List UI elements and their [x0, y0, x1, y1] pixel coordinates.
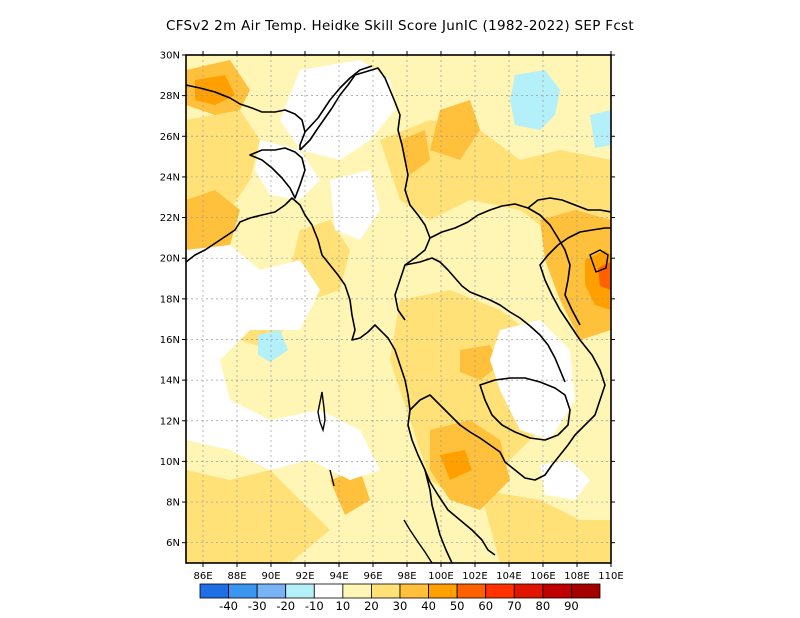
colorbar-label: -40	[219, 599, 238, 613]
border-cambodia	[479, 377, 571, 441]
lat-lon-grid	[186, 55, 611, 563]
nicobar-islands	[329, 469, 335, 487]
coastline-vietnam	[539, 227, 611, 466]
skill-score-field	[186, 55, 611, 563]
colorbar-label: 50	[450, 599, 465, 613]
coastline-thailand-gulf	[409, 394, 553, 481]
colorbar-label: -30	[248, 599, 267, 613]
border-thailand-laos	[404, 257, 566, 383]
border-bangladesh	[249, 147, 306, 199]
colorbar-swatch	[513, 583, 544, 599]
y-tick-label: 20N	[160, 254, 180, 265]
border-india-china-northeast	[304, 65, 373, 133]
y-tick-label: 28N	[160, 91, 180, 102]
y-tick-label: 18N	[160, 294, 180, 305]
colorbar-label: 20	[364, 599, 379, 613]
islands	[317, 249, 609, 563]
colorbar-swatch	[456, 583, 487, 599]
colorbar-label: 60	[478, 599, 493, 613]
x-tick-label: 104E	[496, 571, 521, 582]
colorbar-swatch	[256, 583, 287, 599]
x-tick-label: 102E	[462, 571, 487, 582]
colorbar-swatch	[428, 583, 458, 599]
colorbar-swatch	[399, 583, 429, 599]
andaman-islands	[317, 391, 326, 433]
x-tick-label: 86E	[193, 571, 212, 582]
y-tick-label: 8N	[166, 498, 180, 509]
y-tick-label: 14N	[160, 376, 180, 387]
x-tick-label: 98E	[397, 571, 416, 582]
coastlines-and-borders	[186, 65, 611, 563]
colorbar-label: -10	[305, 599, 324, 613]
colorbar-label: 90	[564, 599, 579, 613]
x-tick-label: 88E	[227, 571, 246, 582]
y-tick-label: 30N	[160, 51, 180, 62]
colorbar-swatch	[199, 583, 229, 599]
shade-50-60	[598, 262, 611, 290]
x-tick-label: 94E	[329, 571, 348, 582]
shade-40-50	[195, 75, 611, 480]
x-tick-label: 100E	[428, 571, 453, 582]
y-tick-label: 26N	[160, 132, 180, 143]
map-title: CFSv2 2m Air Temp. Heidke Skill Score Ju…	[165, 18, 634, 34]
colorbar-label: -20	[276, 599, 295, 613]
colorbar-label: 30	[393, 599, 408, 613]
y-tick-label: 16N	[160, 335, 180, 346]
colorbar-swatch	[313, 583, 344, 599]
colorbar-label: 70	[507, 599, 522, 613]
y-axis-ticks: 6N 8N 10N 12N 14N 16N 18N 20N 22N 24N 26N 28N 30N	[160, 51, 615, 549]
y-tick-label: 10N	[160, 457, 180, 468]
colorbar-swatch	[542, 583, 572, 599]
x-tick-label: 110E	[598, 571, 623, 582]
colorbar-swatch	[571, 583, 601, 599]
colorbar-swatch	[285, 583, 315, 599]
hainan-coast	[589, 249, 609, 273]
colorbar-label: 10	[336, 599, 351, 613]
x-tick-label: 96E	[363, 571, 382, 582]
colorbar-swatch	[485, 583, 515, 599]
y-tick-label: 24N	[160, 172, 180, 183]
border-malay-peninsula	[424, 469, 453, 563]
border-myanmar-china	[299, 67, 431, 321]
sumatra-tip	[403, 519, 433, 563]
colorbar-swatch	[371, 583, 401, 599]
border-china-vietnam-north	[527, 197, 611, 213]
colorbar-label: 80	[536, 599, 551, 613]
border-nepal-bhutan-india	[186, 84, 306, 150]
x-tick-label: 108E	[564, 571, 589, 582]
x-tick-label: 106E	[530, 571, 555, 582]
x-axis-ticks: 86E 88E 90E 92E 94E 96E 98E 100E 102E 104E 106E 108…	[193, 51, 624, 582]
colorbar-label: 40	[421, 599, 436, 613]
shade-near-zero	[186, 60, 590, 500]
plot-frame	[185, 54, 612, 564]
border-laos-vietnam	[429, 203, 581, 326]
colorbar-swatch	[342, 583, 372, 599]
y-tick-label: 12N	[160, 416, 180, 427]
colorbar: -40 -30 -20 -10 10 20 30 40 50 60 70 80 90	[199, 583, 601, 613]
y-tick-label: 22N	[160, 213, 180, 224]
coastline-india-bangladesh-myanmar	[186, 197, 496, 556]
y-tick-label: 6N	[166, 538, 180, 549]
x-tick-label: 92E	[295, 571, 314, 582]
colorbar-swatch	[228, 583, 258, 599]
shade-neg-10-20	[258, 70, 611, 362]
x-tick-label: 90E	[261, 571, 280, 582]
